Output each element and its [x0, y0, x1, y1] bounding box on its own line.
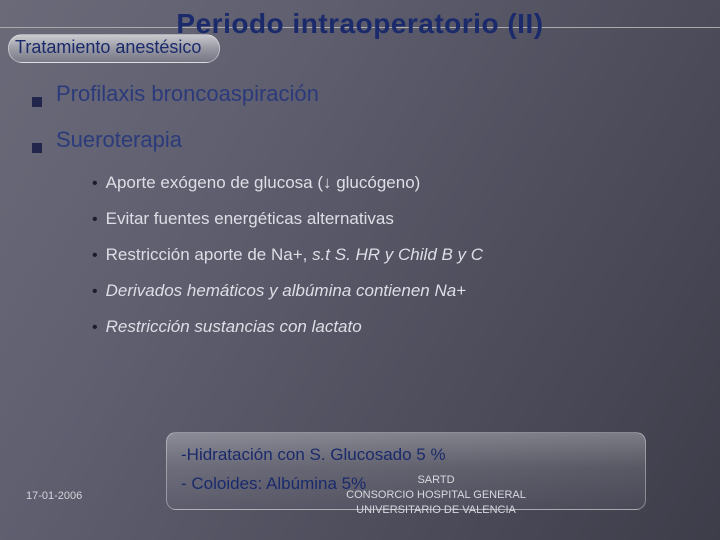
organization-footer: SARTD CONSORCIO HOSPITAL GENERAL UNIVERS…: [306, 473, 566, 518]
dot-bullet-icon: •: [92, 176, 98, 192]
subtitle-pill: Tratamiento anestésico: [8, 34, 220, 63]
square-bullet-icon: [32, 143, 42, 153]
org-line: SARTD: [306, 473, 566, 488]
list-item: Profilaxis broncoaspiración: [28, 81, 692, 107]
sub-item-text: Evitar fuentes energéticas alternativas: [106, 209, 394, 229]
sub-list: • Aporte exógeno de glucosa (↓ glucógeno…: [28, 173, 692, 337]
square-bullet-icon: [32, 97, 42, 107]
sub-item-text: Aporte exógeno de glucosa (↓ glucógeno): [106, 173, 421, 193]
org-line: UNIVERSITARIO DE VALENCIA: [306, 503, 566, 518]
dot-bullet-icon: •: [92, 320, 98, 336]
list-item: • Restricción sustancias con lactato: [92, 317, 692, 337]
dot-bullet-icon: •: [92, 248, 98, 264]
content-area: Profilaxis broncoaspiración Sueroterapia…: [0, 63, 720, 337]
list-item: • Derivados hemáticos y albúmina contien…: [92, 281, 692, 301]
list-item: Sueroterapia: [28, 127, 692, 153]
sub-item-text: Restricción sustancias con lactato: [106, 317, 362, 337]
slide-date: 17-01-2006: [26, 490, 82, 502]
list-item: • Evitar fuentes energéticas alternativa…: [92, 209, 692, 229]
org-line: CONSORCIO HOSPITAL GENERAL: [306, 488, 566, 503]
sub-item-text: Derivados hemáticos y albúmina contienen…: [106, 281, 467, 301]
box-line-1: -Hidratación con S. Glucosado 5 %: [181, 441, 631, 470]
list-item: • Aporte exógeno de glucosa (↓ glucógeno…: [92, 173, 692, 193]
top-item-label: Profilaxis broncoaspiración: [56, 81, 319, 107]
top-item-label: Sueroterapia: [56, 127, 182, 153]
sub-item-text: Restricción aporte de Na+, s.t S. HR y C…: [106, 245, 483, 265]
list-item: • Restricción aporte de Na+, s.t S. HR y…: [92, 245, 692, 265]
dot-bullet-icon: •: [92, 284, 98, 300]
dot-bullet-icon: •: [92, 212, 98, 228]
